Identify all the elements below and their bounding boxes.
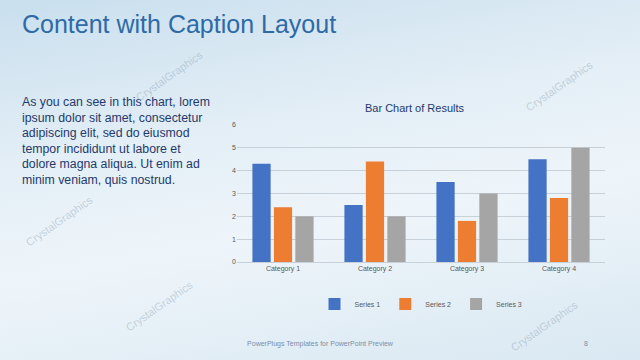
- svg-text:2: 2: [232, 213, 236, 220]
- svg-text:Category 4: Category 4: [542, 265, 576, 273]
- svg-text:3: 3: [232, 190, 236, 197]
- svg-text:Category 2: Category 2: [358, 265, 392, 273]
- svg-text:Bar Chart of Results: Bar Chart of Results: [365, 102, 465, 114]
- svg-text:1: 1: [232, 236, 236, 243]
- svg-text:4: 4: [232, 167, 236, 174]
- svg-text:Series 1: Series 1: [355, 301, 381, 308]
- svg-text:5: 5: [232, 144, 236, 151]
- svg-text:0: 0: [232, 258, 236, 265]
- svg-text:Category 3: Category 3: [450, 265, 484, 273]
- svg-text:Series 3: Series 3: [496, 301, 522, 308]
- svg-text:Category 1: Category 1: [266, 265, 300, 273]
- svg-text:Series 2: Series 2: [425, 301, 451, 308]
- svg-text:6: 6: [232, 121, 236, 128]
